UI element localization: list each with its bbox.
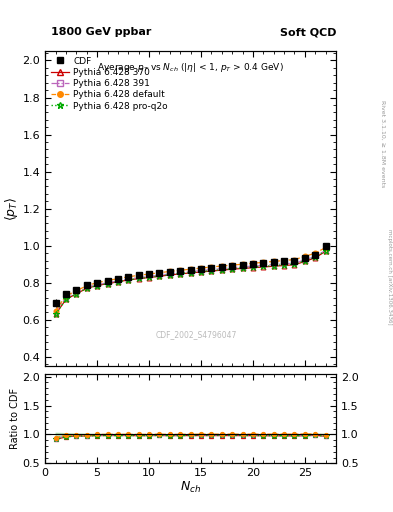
Text: Soft QCD: Soft QCD [279,27,336,37]
Text: Average $p_T$ vs $N_{ch}$ ($|\eta|$ < 1, $p_T$ > 0.4 GeV): Average $p_T$ vs $N_{ch}$ ($|\eta|$ < 1,… [97,60,284,74]
Text: Rivet 3.1.10, ≥ 1.8M events: Rivet 3.1.10, ≥ 1.8M events [381,100,386,187]
X-axis label: $N_{ch}$: $N_{ch}$ [180,480,201,495]
Legend: CDF, Pythia 6.428 370, Pythia 6.428 391, Pythia 6.428 default, Pythia 6.428 pro-: CDF, Pythia 6.428 370, Pythia 6.428 391,… [49,55,170,113]
Text: mcplots.cern.ch [arXiv:1306.3436]: mcplots.cern.ch [arXiv:1306.3436] [387,229,391,324]
Y-axis label: $\langle p_T \rangle$: $\langle p_T \rangle$ [3,197,20,221]
Y-axis label: Ratio to CDF: Ratio to CDF [10,388,20,449]
Text: 1800 GeV ppbar: 1800 GeV ppbar [51,27,151,37]
Text: CDF_2002_S4796047: CDF_2002_S4796047 [156,330,237,339]
